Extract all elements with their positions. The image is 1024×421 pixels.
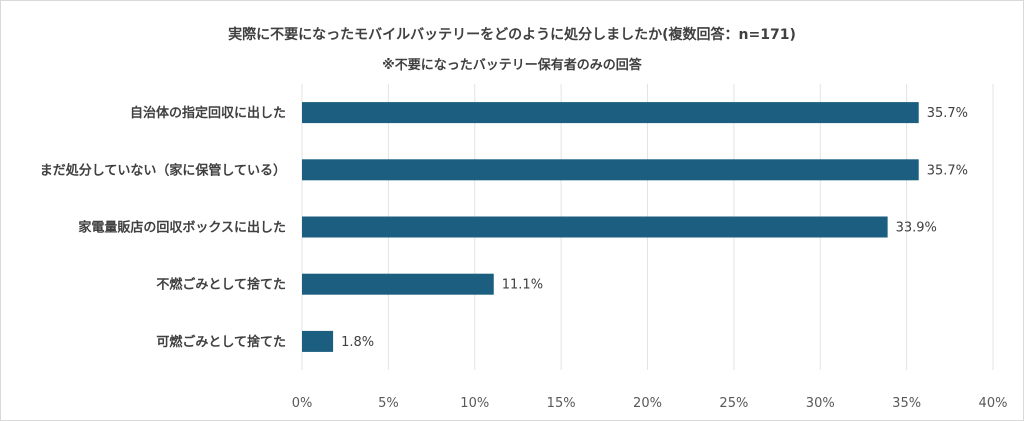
x-tick-label: 40% (979, 396, 1008, 411)
category-label: まだ処分していない（家に保管している） (40, 162, 286, 178)
x-tick-label: 5% (378, 396, 399, 411)
bar (302, 273, 494, 295)
category-label: 不燃ごみとして捨てた (156, 277, 286, 293)
data-label: 33.9% (896, 221, 937, 236)
x-tick-label: 0% (292, 396, 313, 411)
chart-subtitle: ※不要になったバッテリー保有者のみの回答 (382, 58, 642, 73)
bar (302, 330, 334, 352)
data-label: 35.7% (927, 163, 968, 178)
data-label: 11.1% (502, 278, 543, 293)
category-label: 自治体の指定回収に出した (130, 105, 286, 121)
category-label: 可燃ごみとして捨てた (156, 334, 286, 350)
data-label: 35.7% (927, 106, 968, 121)
bar (302, 216, 888, 238)
data-label: 1.8% (341, 335, 374, 350)
x-tick-label: 20% (633, 396, 662, 411)
x-tick-label: 15% (547, 396, 576, 411)
bar (302, 159, 919, 181)
x-tick-label: 35% (892, 396, 921, 411)
x-tick-label: 25% (719, 396, 748, 411)
x-tick-label: 30% (806, 396, 835, 411)
x-tick-label: 10% (460, 396, 489, 411)
chart-title: 実際に不要になったモバイルバッテリーをどのように処分しましたか(複数回答：n=1… (228, 27, 796, 43)
bar (302, 102, 919, 124)
category-label: 家電量販店の回収ボックスに出した (78, 220, 286, 236)
